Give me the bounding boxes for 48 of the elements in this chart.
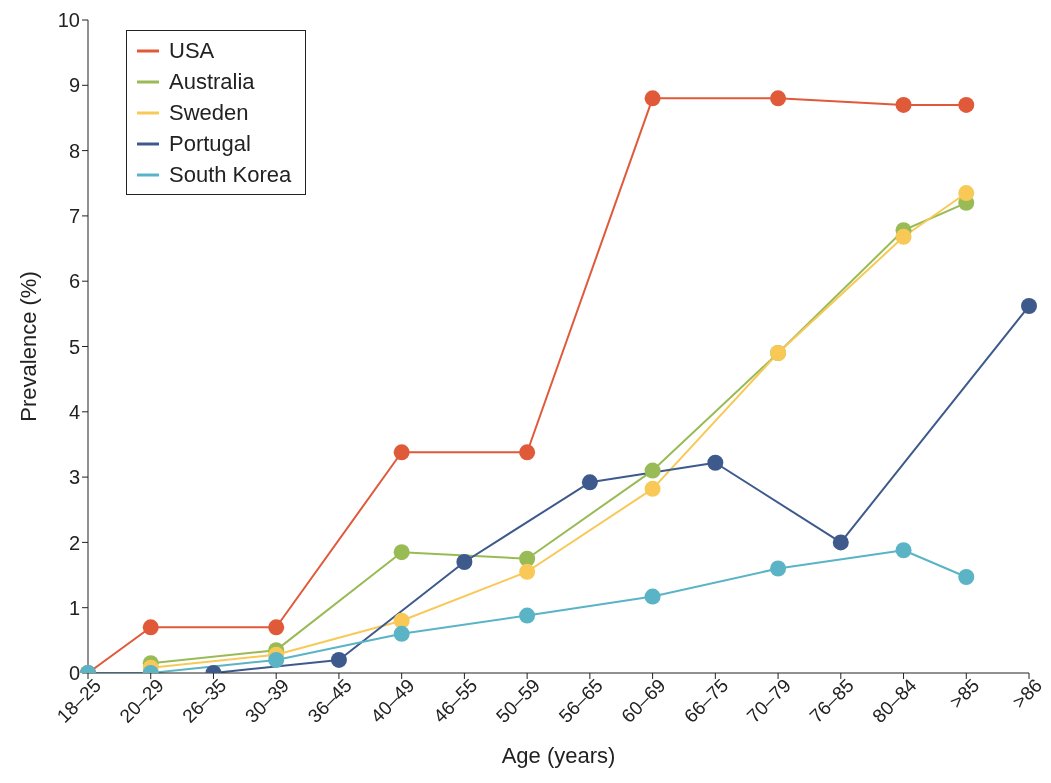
point bbox=[644, 90, 661, 107]
point bbox=[268, 651, 285, 668]
point bbox=[644, 588, 661, 605]
y-tick-label: 9 bbox=[68, 74, 80, 97]
y-tick-label: 4 bbox=[68, 400, 80, 423]
point bbox=[581, 474, 598, 491]
point bbox=[895, 228, 912, 245]
point bbox=[895, 96, 912, 113]
legend-label: Sweden bbox=[169, 99, 249, 126]
point bbox=[832, 534, 849, 551]
x-tick-label: >85 bbox=[945, 674, 984, 713]
y-tick-label: 7 bbox=[68, 205, 80, 227]
y-tick-label: 10 bbox=[57, 9, 80, 32]
y-tick-label: 8 bbox=[68, 139, 80, 162]
point bbox=[895, 542, 912, 559]
legend-label: Australia bbox=[169, 68, 255, 95]
point bbox=[644, 480, 661, 497]
point bbox=[393, 625, 410, 642]
point bbox=[330, 651, 347, 668]
point bbox=[958, 96, 975, 113]
legend-label: USA bbox=[169, 37, 215, 64]
point bbox=[519, 550, 536, 567]
x-tick-label: >86 bbox=[1008, 674, 1046, 713]
y-tick-label: 6 bbox=[68, 270, 80, 293]
point bbox=[770, 560, 787, 577]
point bbox=[393, 444, 410, 461]
y-tick-label: 3 bbox=[68, 466, 80, 489]
point bbox=[707, 454, 724, 471]
point bbox=[268, 619, 285, 636]
point bbox=[393, 544, 410, 561]
y-axis-title: Prevalence (%) bbox=[15, 271, 41, 422]
point bbox=[142, 619, 159, 636]
y-tick-label: 2 bbox=[68, 531, 80, 554]
point bbox=[519, 607, 536, 624]
point bbox=[456, 553, 473, 570]
legend-label: Portugal bbox=[169, 130, 251, 157]
y-tick-label: 0 bbox=[68, 662, 80, 685]
point bbox=[958, 569, 975, 586]
point bbox=[770, 90, 787, 107]
y-tick-label: 1 bbox=[68, 596, 80, 619]
point bbox=[519, 444, 536, 461]
point bbox=[644, 462, 661, 479]
y-tick-label: 5 bbox=[68, 335, 80, 358]
point bbox=[519, 563, 536, 580]
legend-label: South Korea bbox=[169, 161, 292, 188]
point bbox=[958, 185, 975, 202]
x-axis-title: Age (years) bbox=[501, 743, 616, 768]
point bbox=[1021, 298, 1037, 315]
